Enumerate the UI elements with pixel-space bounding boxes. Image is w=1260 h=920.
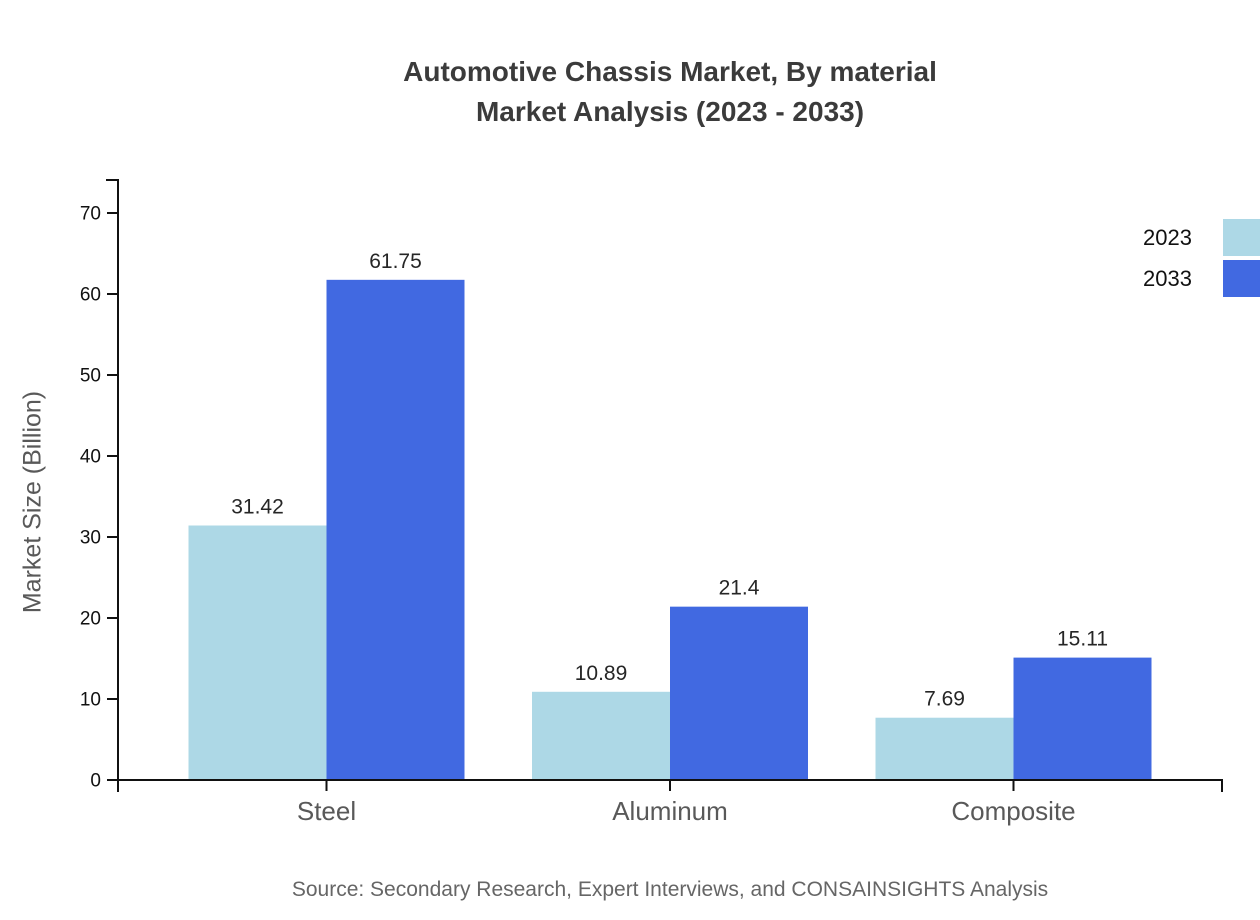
bar-2033-composite [1013,657,1152,780]
y-tick-label: 30 [80,528,101,549]
chart-title: Automotive Chassis Market, By material M… [80,52,1260,132]
legend-label-2033: 2033 [1143,265,1192,291]
value-label: 61.75 [369,250,422,273]
value-label: 7.69 [924,688,965,711]
value-label: 15.11 [1057,628,1108,651]
legend-item-2023: 2023 [1143,219,1260,256]
legend-label-2023: 2023 [1143,224,1192,250]
chart-title-line1: Automotive Chassis Market, By material [403,56,937,87]
category-label: Aluminum [612,796,728,826]
y-tick-label: 0 [90,771,101,792]
category-label: Steel [297,796,356,826]
bar-2023-composite [875,717,1014,780]
bar-2023-steel [188,525,327,780]
legend-item-2033: 2033 [1143,260,1260,297]
category-label: Composite [951,796,1075,826]
source-note: Source: Secondary Research, Expert Inter… [291,878,1049,901]
y-tick-label: 70 [80,204,101,225]
value-label: 31.42 [231,495,284,518]
chart-legend: 2023 2033 [1143,219,1260,297]
bar-2033-aluminum [670,606,808,780]
bar-2033-steel [326,279,465,780]
y-tick-label: 60 [80,285,101,306]
value-label: 10.89 [575,662,628,685]
chart-title-line2: Market Analysis (2023 - 2033) [475,96,865,127]
y-tick-label: 40 [80,447,101,468]
y-tick-label: 10 [80,690,101,711]
legend-swatch-2033 [1223,260,1260,297]
y-axis-line [106,179,119,780]
y-tick-label: 50 [80,366,101,387]
bar-2023-aluminum [532,691,670,780]
y-tick-label: 20 [80,609,101,630]
legend-swatch-2023 [1223,219,1260,256]
value-label: 21.4 [719,577,760,600]
